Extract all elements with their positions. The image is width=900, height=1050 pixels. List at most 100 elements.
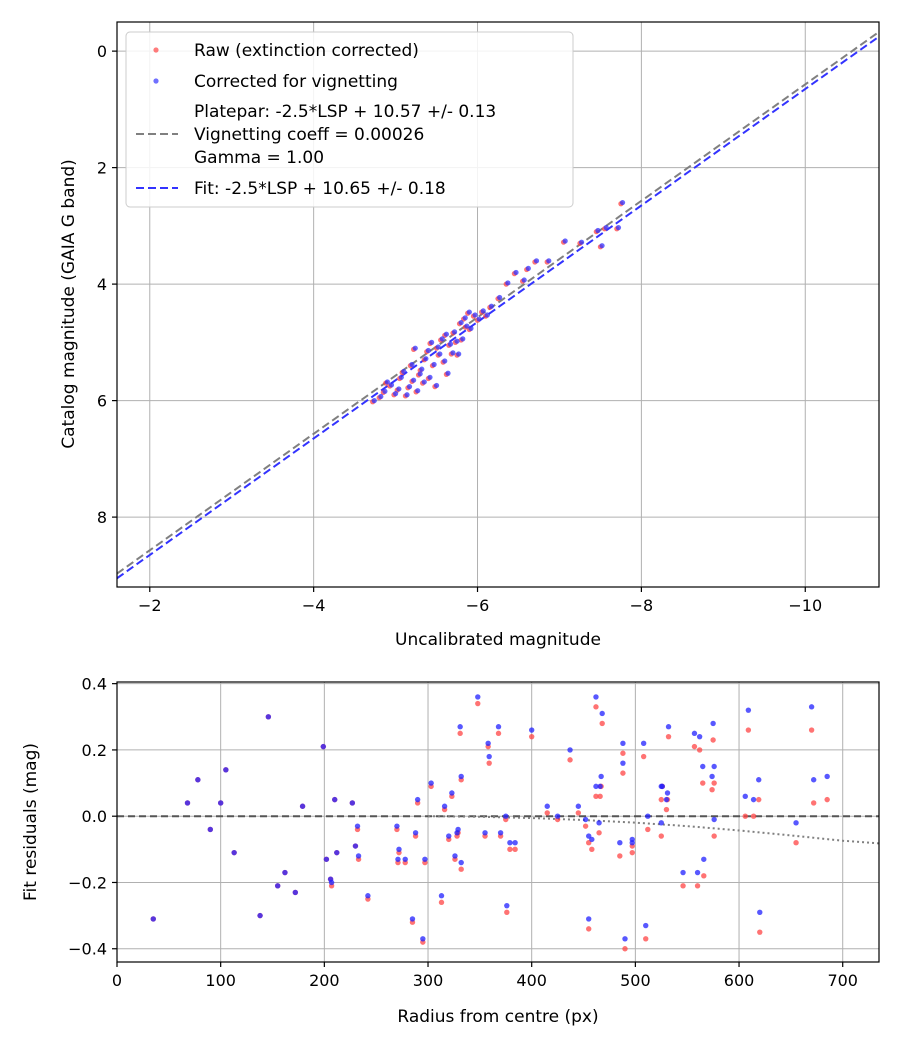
corrected-data-point (431, 361, 437, 368)
residual-raw-point (750, 813, 757, 819)
residuals-plot: 0 100 200 300 400 500 600 700 −0.4 −0.2 0.0 0.2 0.4… (21, 675, 880, 1027)
residual-corrected-point (645, 813, 651, 819)
corrected-data-point (442, 358, 448, 364)
residual-corrected-point (217, 800, 224, 806)
residual-corrected-point (396, 846, 402, 853)
residual-corrected-point (589, 836, 595, 843)
corrected-data-point (505, 280, 511, 286)
residual-raw-point (742, 813, 748, 819)
residual-corrected-point (622, 936, 628, 942)
residual-corrected-point (486, 753, 492, 760)
residual-corrected-point (328, 879, 335, 886)
residual-corrected-point (824, 773, 830, 780)
bottom-y-ticks: −0.4 −0.2 0.0 0.2 0.4 (68, 675, 117, 959)
corrected-data-point (578, 239, 585, 245)
residual-raw-point (475, 700, 481, 707)
corrected-data-point (445, 370, 451, 376)
corrected-data-point (429, 339, 435, 345)
residual-corrected-point (495, 724, 502, 730)
residual-corrected-point (507, 840, 513, 846)
residual-corrected-point (750, 796, 757, 803)
residual-corrected-point (567, 747, 573, 753)
residual-corrected-point (299, 803, 306, 809)
residual-corrected-point (711, 763, 717, 770)
corrected-data-point (484, 312, 490, 318)
residual-corrected-point (745, 707, 752, 713)
corrected-data-point (619, 199, 626, 206)
top-y-tick-label: 6 (97, 392, 107, 411)
residual-raw-point (512, 846, 518, 853)
corrected-data-point (468, 325, 474, 331)
residual-raw-point (658, 796, 664, 803)
residual-corrected-point (349, 800, 356, 806)
residual-corrected-point (441, 803, 448, 809)
residual-corrected-point (422, 856, 428, 862)
residual-raw-point (756, 796, 762, 803)
corrected-data-point (411, 377, 417, 383)
corrected-data-point (464, 323, 470, 329)
corrected-data-point (525, 265, 531, 271)
residual-corrected-point (810, 777, 817, 783)
residual-corrected-point (207, 826, 214, 833)
residual-corrected-point (485, 740, 491, 747)
corrected-data-point (562, 238, 568, 244)
residual-raw-point (680, 883, 686, 889)
residual-corrected-point (599, 710, 605, 717)
top-plot-frame (116, 21, 880, 588)
top-y-tick-label: 4 (97, 275, 107, 294)
top-y-tick-label: 0 (97, 42, 107, 61)
corrected-data-point (443, 331, 449, 337)
bottom-x-tick-label: 500 (620, 971, 651, 990)
bottom-x-tick-label: 700 (827, 971, 858, 990)
residual-corrected-point (665, 724, 672, 730)
bottom-x-tick-label: 400 (516, 971, 547, 990)
legend-vignetting-label: Vignetting coeff = 0.00026 (194, 125, 424, 145)
residual-corrected-point (428, 780, 434, 786)
residual-corrected-point (643, 922, 649, 929)
residual-raw-point (507, 846, 513, 853)
residual-corrected-point (457, 724, 463, 730)
corrected-data-point (497, 294, 503, 301)
residual-corrected-point (793, 820, 799, 826)
bottom-y-tick-label: 0.0 (82, 807, 107, 826)
corrected-data-point (433, 382, 440, 389)
residual-corrected-point (694, 869, 701, 876)
residual-raw-point (745, 727, 752, 733)
residual-corrected-point (195, 777, 201, 783)
corrected-data-point (384, 379, 390, 385)
residual-raw-point (701, 873, 707, 879)
residual-corrected-point (320, 743, 327, 750)
residual-corrected-point (334, 849, 340, 856)
corrected-data-point (439, 336, 445, 342)
corrected-data-point (603, 225, 609, 231)
residual-corrected-point (452, 853, 458, 859)
bottom-x-tick-label: 200 (309, 971, 340, 990)
residual-corrected-point (709, 773, 715, 780)
residual-corrected-point (617, 840, 623, 846)
legend-corrected-marker (153, 78, 159, 84)
residual-corrected-point (544, 803, 550, 809)
legend-box (125, 31, 574, 208)
residual-raw-point (808, 727, 815, 733)
residual-raw-point (617, 853, 623, 859)
residual-raw-point (575, 810, 582, 816)
corrected-data-point (454, 338, 460, 344)
corrected-data-point (480, 308, 486, 314)
corrected-data-point (476, 316, 482, 322)
residual-corrected-point (582, 816, 589, 823)
residual-corrected-point (223, 767, 229, 773)
residual-corrected-point (659, 783, 666, 790)
residual-raw-point (710, 737, 716, 743)
bottom-corrected-series (150, 694, 830, 942)
corrected-data-point (458, 319, 464, 326)
residual-corrected-point (663, 796, 670, 803)
top-x-tick-label: −8 (630, 596, 654, 615)
legend-platepar-label: Platepar: -2.5*LSP + 10.57 +/- 0.13 (194, 102, 496, 122)
corrected-data-point (401, 368, 407, 375)
residual-corrected-point (352, 843, 359, 849)
bottom-x-axis-label: Radius from centre (px) (397, 1007, 598, 1027)
corrected-data-point (392, 391, 399, 397)
residual-corrected-point (593, 783, 599, 790)
corrected-data-point (513, 269, 519, 276)
residual-corrected-point (482, 830, 488, 836)
